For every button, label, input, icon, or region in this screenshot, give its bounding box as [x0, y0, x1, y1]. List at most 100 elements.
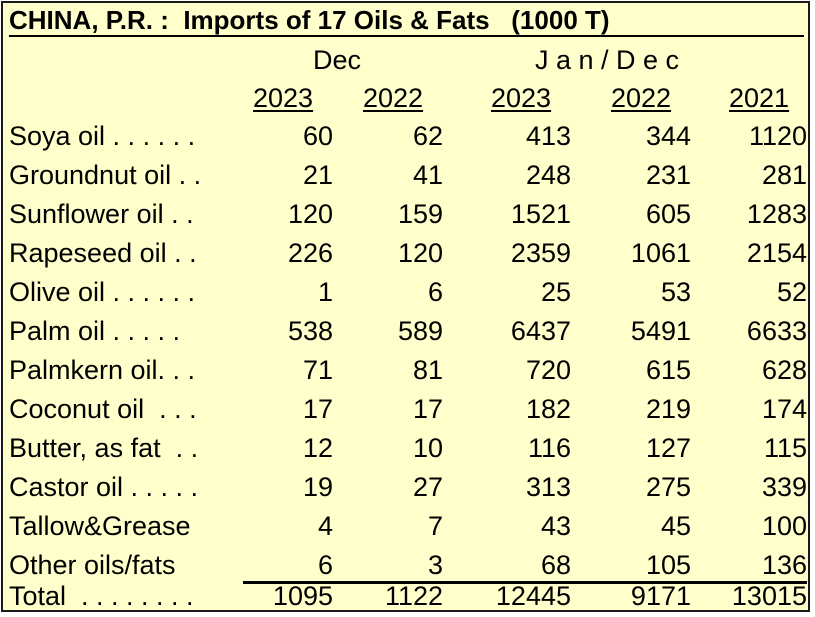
cell-jandec-2022: 219	[645, 394, 691, 424]
cell-dec-2023: 19	[302, 472, 333, 502]
cell-jandec-2022: 5491	[630, 316, 691, 346]
cell-jandec-2021: 628	[761, 355, 807, 385]
cell-dec-2022: 10	[412, 433, 443, 463]
cell-jandec-2021: 6633	[746, 316, 807, 346]
table-row: Coconut oil . . . 17 17 182 219 174	[9, 390, 807, 428]
cell-jandec-2023: 313	[525, 472, 571, 502]
year-header-jandec-2023: 2023	[491, 83, 552, 113]
table-row: Sunflower oil . . 120 159 1521 605 1283	[9, 195, 807, 233]
cell-jandec-2021: 136	[761, 550, 807, 580]
cell-jandec-2022: 231	[645, 160, 691, 190]
cell-dec-2023: 60	[302, 121, 333, 151]
cell-jandec-2023: 12445	[495, 581, 571, 611]
cell-jandec-2023: 720	[525, 355, 571, 385]
row-label: Castor oil . . . . .	[9, 472, 199, 502]
cell-jandec-2021: 115	[763, 433, 807, 463]
cell-dec-2023: 120	[287, 199, 333, 229]
year-header-jandec-2022: 2022	[611, 83, 672, 113]
cell-jandec-2021: 281	[761, 160, 807, 190]
cell-jandec-2021: 339	[761, 472, 807, 502]
cell-jandec-2023: 248	[525, 160, 571, 190]
cell-jandec-2023: 116	[527, 433, 571, 463]
cell-jandec-2023: 25	[540, 277, 571, 307]
table-row: Palm oil . . . . . 538 589 6437 5491 663…	[9, 312, 807, 350]
cell-dec-2023: 21	[302, 160, 333, 190]
year-header-dec-2022: 2022	[363, 83, 424, 113]
row-label: Palm oil . . . . .	[9, 316, 181, 346]
header-jan-dec: J a n / D e c	[535, 45, 680, 75]
cell-dec-2023: 17	[302, 394, 333, 424]
cell-dec-2022: 27	[412, 472, 443, 502]
table-row: Castor oil . . . . . 19 27 313 275 339	[9, 468, 807, 506]
table-row: Butter, as fat . . 12 10 116 127 115	[9, 429, 807, 467]
cell-jandec-2022: 127	[645, 433, 691, 463]
cell-dec-2022: 7	[427, 511, 443, 541]
row-label: Palmkern oil. . .	[9, 355, 196, 385]
total-row: Total . . . . . . . . 1095 1122 12445 91…	[9, 577, 807, 615]
table-row: Palmkern oil. . . 71 81 720 615 628	[9, 351, 807, 389]
cell-dec-2022: 41	[412, 160, 443, 190]
row-label: Other oils/fats	[9, 550, 176, 580]
cell-jandec-2021: 100	[761, 511, 807, 541]
cell-jandec-2021: 1120	[748, 121, 807, 151]
cell-jandec-2021: 52	[776, 277, 807, 307]
cell-dec-2022: 1122	[384, 581, 443, 611]
row-label: Groundnut oil . .	[9, 160, 202, 190]
cell-dec-2022: 62	[412, 121, 443, 151]
table-row: Groundnut oil . . 21 41 248 231 281	[9, 156, 807, 194]
cell-jandec-2023: 43	[540, 511, 571, 541]
cell-jandec-2022: 1061	[630, 238, 691, 268]
cell-dec-2023: 12	[302, 433, 333, 463]
cell-jandec-2021: 2154	[746, 238, 807, 268]
row-label: Butter, as fat . .	[9, 433, 199, 463]
cell-dec-2023: 6	[317, 550, 333, 580]
cell-dec-2022: 6	[427, 277, 443, 307]
cell-jandec-2022: 605	[645, 199, 691, 229]
row-label: Tallow&Grease	[9, 511, 191, 541]
row-label: Total . . . . . . . .	[9, 581, 194, 611]
cell-jandec-2023: 6437	[510, 316, 571, 346]
total-divider	[243, 581, 807, 584]
year-header-dec-2023: 2023	[253, 83, 314, 113]
row-label: Olive oil . . . . . .	[9, 277, 196, 307]
cell-jandec-2022: 53	[660, 277, 691, 307]
cell-jandec-2021: 174	[761, 394, 807, 424]
cell-dec-2023: 226	[287, 238, 333, 268]
cell-dec-2023: 4	[317, 511, 333, 541]
row-label: Soya oil . . . . . .	[9, 121, 196, 151]
table-row: Other oils/fats 6 3 68 105 136	[9, 546, 807, 584]
cell-jandec-2023: 1521	[510, 199, 571, 229]
cell-jandec-2023: 182	[525, 394, 571, 424]
row-label: Coconut oil . . .	[9, 394, 197, 424]
header-dec: Dec	[313, 45, 362, 75]
cell-dec-2023: 1095	[272, 581, 333, 611]
cell-dec-2022: 589	[397, 316, 443, 346]
cell-jandec-2023: 2359	[510, 238, 571, 268]
cell-dec-2022: 17	[412, 394, 443, 424]
cell-jandec-2022: 275	[645, 472, 691, 502]
cell-jandec-2021: 1283	[746, 199, 807, 229]
cell-dec-2022: 81	[412, 355, 443, 385]
table-row: Olive oil . . . . . . 1 6 25 53 52	[9, 273, 807, 311]
cell-jandec-2023: 68	[540, 550, 571, 580]
cell-dec-2023: 538	[287, 316, 333, 346]
cell-dec-2022: 159	[397, 199, 443, 229]
cell-jandec-2022: 9171	[630, 581, 691, 611]
cell-jandec-2022: 105	[645, 550, 691, 580]
cell-dec-2022: 3	[427, 550, 443, 580]
row-label: Sunflower oil . .	[9, 199, 194, 229]
year-header-jandec-2021: 2021	[729, 83, 790, 113]
table-row: Tallow&Grease 4 7 43 45 100	[9, 507, 807, 545]
cell-jandec-2022: 344	[645, 121, 691, 151]
cell-jandec-2022: 615	[645, 355, 691, 385]
cell-dec-2023: 1	[317, 277, 333, 307]
row-label: Rapeseed oil . .	[9, 238, 197, 268]
cell-dec-2023: 71	[302, 355, 333, 385]
cell-dec-2022: 120	[397, 238, 443, 268]
cell-jandec-2023: 413	[525, 121, 571, 151]
cell-jandec-2021: 13015	[731, 581, 807, 611]
table-row: Soya oil . . . . . . 60 62 413 344 1120	[9, 117, 807, 155]
table-title: CHINA, P.R. : Imports of 17 Oils & Fats …	[9, 5, 804, 37]
table-row: Rapeseed oil . . 226 120 2359 1061 2154	[9, 234, 807, 272]
